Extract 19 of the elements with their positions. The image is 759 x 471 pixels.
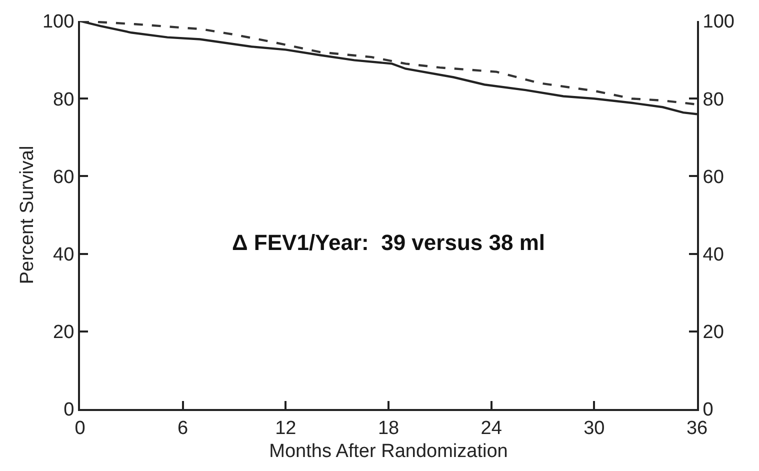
y-tick-label: 60 (53, 166, 74, 188)
x-tick-label: 18 (378, 418, 400, 439)
y2-tick-label: 100 (702, 12, 735, 33)
y2-tick-label: 20 (702, 322, 724, 344)
y2-tick-label: 40 (702, 244, 724, 266)
x-tick-label: 6 (178, 418, 188, 439)
y2-tick-label: 80 (702, 89, 724, 110)
x-tick-label: 12 (275, 418, 296, 439)
x-tick-label: 30 (584, 418, 605, 439)
y-tick-label: 0 (64, 400, 74, 421)
y2-tick-label: 60 (702, 166, 724, 188)
y-tick-label: 40 (53, 244, 74, 266)
x-axis-title: Months After Randomization (269, 441, 508, 462)
annotation: Δ FEV1/Year: 39 versus 38 ml (232, 230, 545, 255)
y-tick-label: 100 (42, 12, 74, 33)
x-tick-label: 24 (480, 418, 502, 439)
y-tick-label: 20 (53, 322, 74, 344)
y-axis-title: Percent Survival (16, 146, 38, 284)
y-tick-label: 80 (53, 89, 74, 110)
